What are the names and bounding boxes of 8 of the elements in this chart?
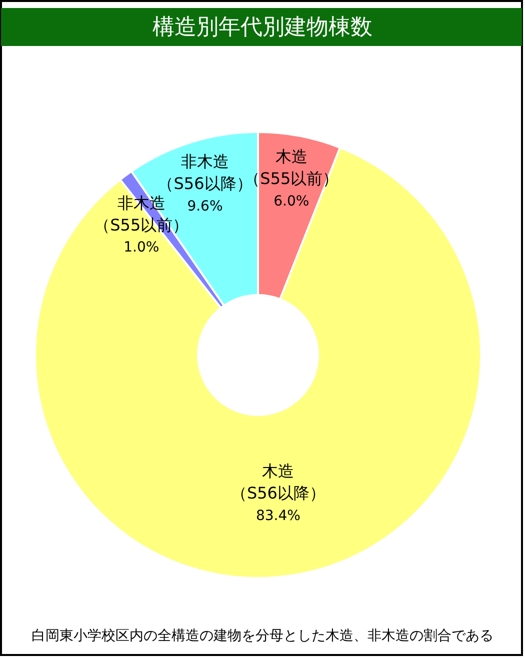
data-label: 83.4% [256,508,300,524]
data-label: 9.6% [187,198,223,214]
data-label: 6.0% [274,194,310,210]
chart-title: 構造別年代別建物棟数 [152,15,372,40]
slice-label: 非木造（S55以前） [94,193,189,234]
data-label: 1.0% [124,240,160,256]
text: 白岡東小学校区内の全構造の建物を分母とした木造、非木造の割合である [32,628,494,644]
slice-label: 木造（S56以降） [230,461,326,502]
